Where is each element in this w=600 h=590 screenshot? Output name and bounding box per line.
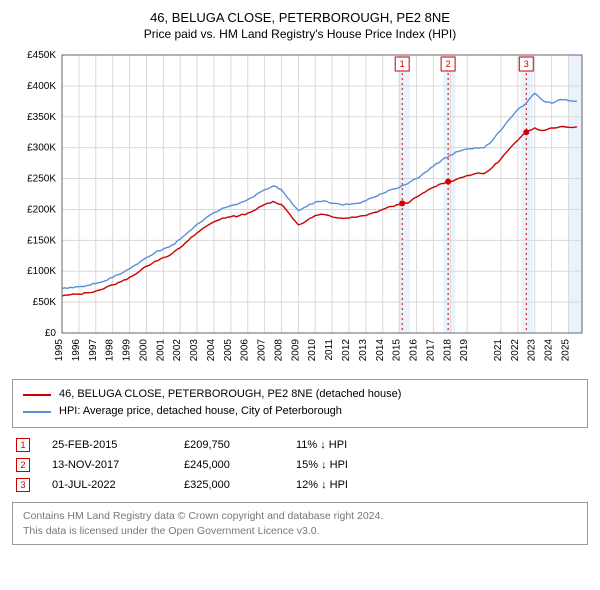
svg-text:2004: 2004 — [206, 338, 217, 361]
footnote-row: 1 25-FEB-2015 £209,750 11% ↓ HPI — [12, 438, 588, 452]
svg-text:2009: 2009 — [290, 338, 301, 361]
svg-text:2019: 2019 — [459, 338, 470, 361]
svg-text:£250K: £250K — [27, 173, 56, 184]
svg-text:2012: 2012 — [341, 338, 352, 361]
footnote-date: 25-FEB-2015 — [52, 439, 162, 451]
svg-text:2008: 2008 — [273, 338, 284, 361]
svg-text:£300K: £300K — [27, 143, 56, 154]
svg-text:2001: 2001 — [155, 338, 166, 361]
svg-text:2: 2 — [446, 59, 451, 69]
footnote-marker: 2 — [16, 458, 30, 472]
svg-text:£450K: £450K — [27, 50, 56, 61]
svg-text:2011: 2011 — [324, 338, 335, 360]
chart-title: 46, BELUGA CLOSE, PETERBOROUGH, PE2 8NE — [12, 10, 588, 27]
svg-text:2016: 2016 — [409, 338, 420, 361]
svg-text:£400K: £400K — [27, 81, 56, 92]
footnote-pct: 12% ↓ HPI — [296, 479, 348, 491]
chart-area: £0 £50K £100K £150K £200K £250K £300K £350K £400… — [12, 49, 588, 369]
svg-text:£350K: £350K — [27, 112, 56, 123]
legend-label: HPI: Average price, detached house, City… — [59, 403, 342, 421]
legend-swatch — [23, 394, 51, 396]
svg-text:1998: 1998 — [105, 338, 116, 361]
footnote-row: 2 13-NOV-2017 £245,000 15% ↓ HPI — [12, 458, 588, 472]
footnotes: 1 25-FEB-2015 £209,750 11% ↓ HPI 2 13-NOV-201… — [12, 438, 588, 492]
footnote-price: £245,000 — [184, 459, 274, 471]
svg-text:£100K: £100K — [27, 266, 56, 277]
legend-item: HPI: Average price, detached house, City… — [23, 403, 577, 421]
svg-text:2006: 2006 — [240, 338, 251, 361]
footnote-row: 3 01-JUL-2022 £325,000 12% ↓ HPI — [12, 478, 588, 492]
legend: 46, BELUGA CLOSE, PETERBOROUGH, PE2 8NE … — [12, 379, 588, 428]
chart-subtitle: Price paid vs. HM Land Registry's House … — [12, 27, 588, 41]
svg-text:£150K: £150K — [27, 235, 56, 246]
svg-text:2002: 2002 — [172, 338, 183, 361]
footnote-marker: 3 — [16, 478, 30, 492]
svg-text:£50K: £50K — [33, 297, 57, 308]
attribution-line-2: This data is licensed under the Open Gov… — [23, 524, 577, 539]
svg-text:2013: 2013 — [358, 338, 369, 361]
svg-text:2014: 2014 — [375, 338, 386, 361]
svg-text:2015: 2015 — [392, 338, 403, 361]
legend-swatch — [23, 411, 51, 413]
attribution-line-1: Contains HM Land Registry data © Crown c… — [23, 509, 577, 524]
footnote-pct: 15% ↓ HPI — [296, 459, 348, 471]
svg-text:2022: 2022 — [510, 338, 521, 361]
svg-text:2024: 2024 — [544, 338, 555, 361]
footnote-pct: 11% ↓ HPI — [296, 439, 347, 451]
svg-text:2023: 2023 — [527, 338, 538, 361]
footnote-marker: 1 — [16, 438, 30, 452]
svg-text:1995: 1995 — [54, 338, 65, 361]
svg-text:1997: 1997 — [88, 338, 99, 361]
svg-text:1999: 1999 — [122, 338, 133, 361]
legend-item: 46, BELUGA CLOSE, PETERBOROUGH, PE2 8NE … — [23, 386, 577, 404]
line-chart-svg: £0 £50K £100K £150K £200K £250K £300K £350K £400… — [12, 49, 588, 369]
svg-text:3: 3 — [524, 59, 529, 69]
svg-text:1: 1 — [400, 59, 405, 69]
footnote-price: £325,000 — [184, 479, 274, 491]
svg-text:2018: 2018 — [442, 338, 453, 361]
svg-text:£200K: £200K — [27, 204, 56, 215]
svg-text:2010: 2010 — [307, 338, 318, 361]
attribution-note: Contains HM Land Registry data © Crown c… — [12, 502, 588, 545]
svg-text:2007: 2007 — [257, 338, 268, 361]
svg-text:£0: £0 — [45, 328, 57, 339]
svg-text:2005: 2005 — [223, 338, 234, 361]
footnote-price: £209,750 — [184, 439, 274, 451]
svg-text:2000: 2000 — [138, 338, 149, 361]
footnote-date: 13-NOV-2017 — [52, 459, 162, 471]
svg-text:2003: 2003 — [189, 338, 200, 361]
svg-text:2021: 2021 — [493, 338, 504, 361]
footnote-date: 01-JUL-2022 — [52, 479, 162, 491]
svg-text:2025: 2025 — [560, 338, 571, 361]
legend-label: 46, BELUGA CLOSE, PETERBOROUGH, PE2 8NE … — [59, 386, 401, 404]
svg-text:1996: 1996 — [71, 338, 82, 361]
svg-text:2017: 2017 — [425, 338, 436, 361]
